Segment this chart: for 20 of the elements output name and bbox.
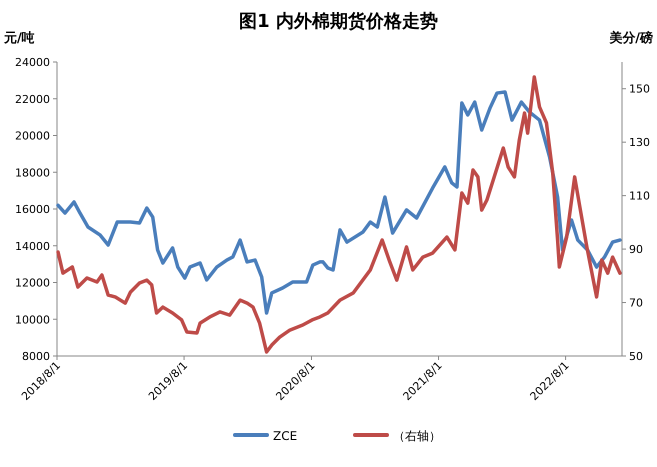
y2-tick-label: 50 [629, 350, 643, 363]
y-tick-label: 24000 [15, 56, 50, 69]
y-tick-label: 16000 [15, 203, 50, 216]
y-tick-label: 12000 [15, 276, 50, 290]
y-axis-title: 元/吨 [3, 31, 35, 46]
y-tick-label: 20000 [15, 130, 50, 142]
legend-label: ZCE [273, 429, 298, 443]
y-tick-label: 8000 [22, 350, 50, 363]
y2-axis-title: 美分/磅 [608, 30, 653, 46]
y2-tick-label: 150 [629, 82, 650, 96]
y2-tick-label: 110 [629, 190, 650, 203]
y-tick-label: 18000 [15, 166, 50, 180]
y-tick-label: 22000 [15, 92, 50, 106]
y2-tick-label: 70 [629, 296, 643, 310]
y-tick-label: 14000 [15, 240, 50, 253]
y-tick-label: 10000 [15, 313, 50, 326]
y2-tick-label: 130 [629, 136, 650, 150]
y2-tick-label: 90 [629, 243, 643, 256]
legend-label: （右轴） [393, 429, 441, 443]
chart-title: 图1 内外棉期货价格走势 [239, 11, 438, 32]
